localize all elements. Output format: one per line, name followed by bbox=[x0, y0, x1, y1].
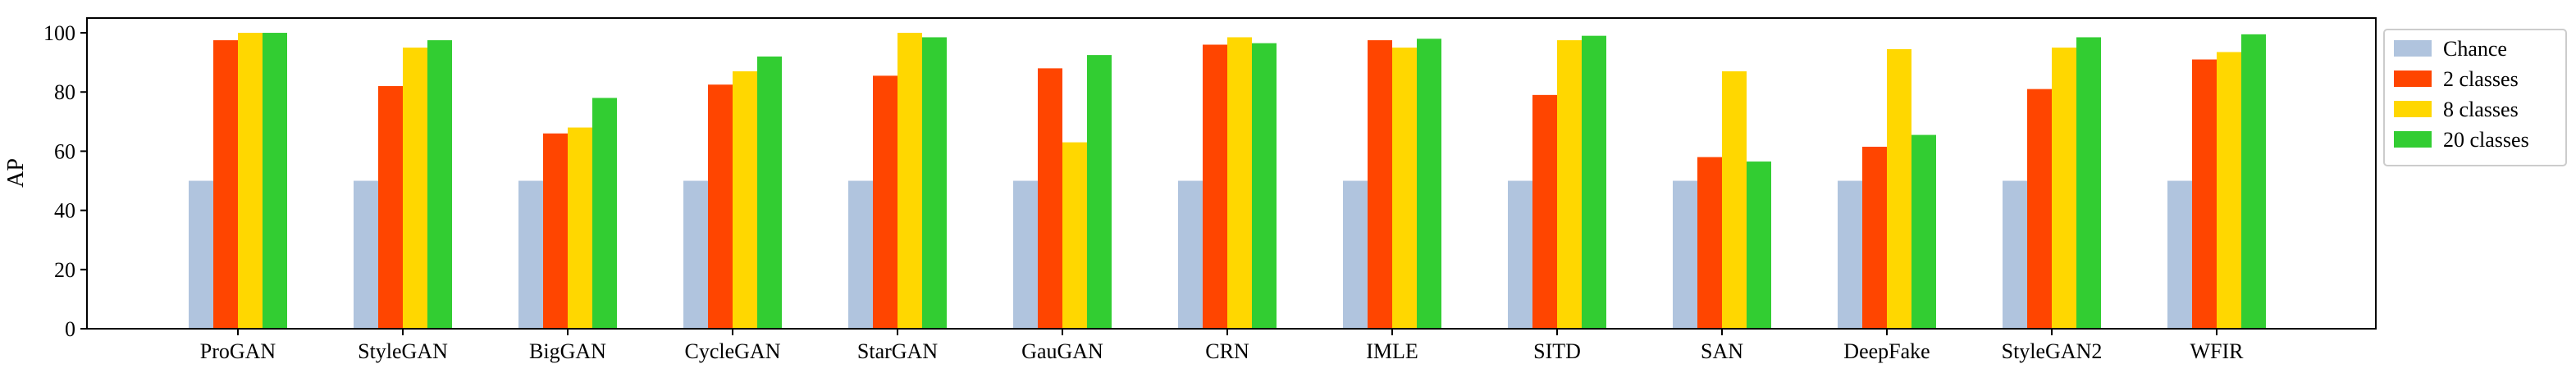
bar-sitd-chance bbox=[1508, 180, 1532, 329]
bar-stargan-20-classes bbox=[922, 37, 947, 329]
legend-swatch-8-classes bbox=[2394, 101, 2432, 117]
y-tick-label: 100 bbox=[43, 21, 75, 45]
bar-biggan-2-classes bbox=[543, 133, 568, 329]
legend-swatch-20-classes bbox=[2394, 131, 2432, 148]
bar-stargan-chance bbox=[848, 180, 873, 329]
x-tick-label-imle: IMLE bbox=[1366, 339, 1418, 363]
bar-stylegan2-20-classes bbox=[2076, 37, 2101, 329]
x-tick-label-deepfake: DeepFake bbox=[1843, 339, 1930, 363]
bar-deepfake-chance bbox=[1838, 180, 1862, 329]
bar-biggan-20-classes bbox=[592, 98, 617, 329]
bar-gaugan-2-classes bbox=[1038, 68, 1062, 329]
bar-deepfake-20-classes bbox=[1911, 134, 1936, 329]
bar-stargan-2-classes bbox=[873, 75, 897, 329]
bar-progan-2-classes bbox=[213, 40, 238, 329]
bar-sitd-20-classes bbox=[1582, 35, 1606, 330]
bar-sitd-8-classes bbox=[1557, 40, 1582, 329]
y-axis-label: AP bbox=[3, 158, 29, 188]
bar-stargan-8-classes bbox=[897, 33, 922, 330]
x-tick-label-progan: ProGAN bbox=[200, 339, 276, 363]
bar-cyclegan-chance bbox=[683, 180, 708, 329]
bar-crn-20-classes bbox=[1252, 43, 1277, 329]
bar-stylegan-8-classes bbox=[403, 48, 427, 329]
x-tick-label-wfir: WFIR bbox=[2190, 339, 2245, 363]
x-tick-label-cyclegan: CycleGAN bbox=[685, 339, 781, 363]
x-tick-label-stylegan2: StyleGAN2 bbox=[2002, 339, 2103, 363]
legend-label-2-classes: 2 classes bbox=[2443, 67, 2519, 91]
bar-wfir-chance bbox=[2167, 180, 2192, 329]
bar-gaugan-20-classes bbox=[1087, 55, 1112, 329]
bar-gaugan-8-classes bbox=[1062, 142, 1087, 329]
bar-stylegan-chance bbox=[354, 180, 378, 329]
bars-group bbox=[189, 33, 2266, 330]
y-axis: 0 20 40 60 80 100 bbox=[43, 21, 87, 341]
bar-sitd-2-classes bbox=[1532, 94, 1557, 329]
bar-san-20-classes bbox=[1747, 161, 1771, 329]
x-tick-label-biggan: BigGAN bbox=[529, 339, 606, 363]
y-tick-label: 40 bbox=[54, 199, 75, 223]
x-tick-label-sitd: SITD bbox=[1533, 339, 1581, 363]
y-tick-label: 0 bbox=[65, 317, 75, 341]
bar-san-2-classes bbox=[1697, 157, 1722, 329]
x-tick-label-stargan: StarGAN bbox=[857, 339, 938, 363]
bar-gaugan-chance bbox=[1013, 180, 1038, 329]
legend-swatch-2-classes bbox=[2394, 71, 2432, 87]
bar-stylegan2-2-classes bbox=[2027, 89, 2052, 329]
legend-swatch-chance bbox=[2394, 40, 2432, 57]
plot-frame bbox=[86, 17, 2377, 330]
x-axis: ProGAN StyleGAN BigGAN CycleGAN StarGAN GauGA… bbox=[200, 329, 2244, 363]
y-tick-label: 20 bbox=[54, 258, 75, 282]
bar-progan-8-classes bbox=[238, 33, 263, 330]
bar-imle-chance bbox=[1343, 180, 1368, 329]
bar-progan-chance bbox=[189, 180, 213, 329]
bar-crn-chance bbox=[1178, 180, 1203, 329]
bar-cyclegan-2-classes bbox=[708, 84, 733, 329]
bar-biggan-chance bbox=[518, 180, 543, 329]
bar-wfir-20-classes bbox=[2241, 34, 2266, 329]
bar-cyclegan-20-classes bbox=[757, 56, 782, 329]
legend: Chance 2 classes 8 classes 20 classes bbox=[2383, 29, 2567, 166]
bar-stylegan2-8-classes bbox=[2052, 48, 2076, 329]
bar-biggan-8-classes bbox=[568, 127, 592, 329]
legend-label-chance: Chance bbox=[2443, 37, 2507, 61]
legend-label-8-classes: 8 classes bbox=[2443, 98, 2519, 121]
bar-crn-8-classes bbox=[1227, 37, 1252, 329]
x-tick-label-crn: CRN bbox=[1205, 339, 1249, 363]
bar-stylegan-20-classes bbox=[427, 40, 452, 329]
bar-deepfake-8-classes bbox=[1887, 48, 1911, 330]
x-tick-label-stylegan: StyleGAN bbox=[358, 339, 448, 363]
y-tick-label: 80 bbox=[54, 80, 75, 104]
x-tick-label-san: SAN bbox=[1701, 339, 1743, 363]
bar-cyclegan-8-classes bbox=[733, 71, 757, 329]
y-tick-label: 60 bbox=[54, 139, 75, 163]
bar-wfir-2-classes bbox=[2192, 59, 2217, 330]
bar-deepfake-2-classes bbox=[1862, 147, 1887, 329]
x-tick-label-gaugan: GauGAN bbox=[1021, 339, 1103, 363]
bar-progan-20-classes bbox=[263, 33, 287, 330]
bar-wfir-8-classes bbox=[2217, 52, 2241, 330]
bar-imle-2-classes bbox=[1368, 40, 1392, 329]
bar-crn-2-classes bbox=[1203, 44, 1227, 329]
bar-stylegan-2-classes bbox=[378, 86, 403, 330]
bar-imle-20-classes bbox=[1417, 39, 1441, 330]
bar-san-8-classes bbox=[1722, 71, 1747, 329]
legend-label-20-classes: 20 classes bbox=[2443, 128, 2529, 152]
bar-san-chance bbox=[1673, 180, 1697, 329]
bar-stylegan2-chance bbox=[2003, 180, 2027, 329]
bar-imle-8-classes bbox=[1392, 48, 1417, 329]
